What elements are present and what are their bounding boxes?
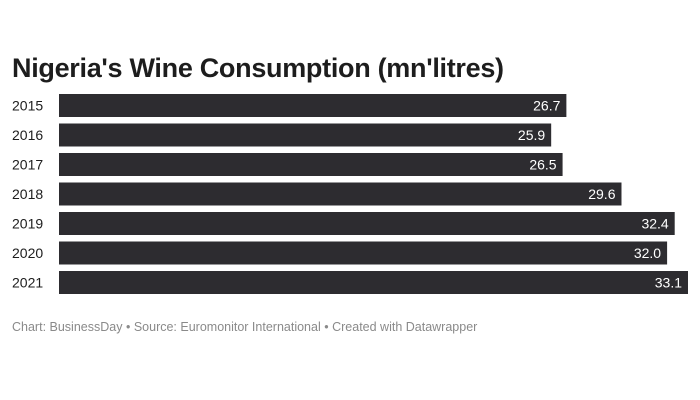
bar-2016 bbox=[59, 123, 552, 147]
bar-chart-svg: 2015 26.7 2016 25.9 2017 26.5 2018 29.6 2019 32.4… bbox=[12, 94, 688, 294]
bar-2021 bbox=[59, 271, 688, 294]
category-tick-label: 2017 bbox=[12, 157, 43, 173]
created-with: Created with Datawrapper bbox=[332, 320, 478, 334]
category-tick-label: 2015 bbox=[12, 98, 43, 114]
data-label-2018: 29.6 bbox=[588, 186, 615, 202]
chart-title: Nigeria's Wine Consumption (mn'litres) bbox=[12, 53, 504, 83]
footer-separator: • bbox=[125, 320, 131, 334]
category-tick-label: 2016 bbox=[12, 127, 43, 143]
data-label-2017: 26.5 bbox=[529, 157, 556, 173]
data-label-2015: 26.7 bbox=[533, 98, 560, 114]
bar-2015 bbox=[59, 94, 567, 117]
category-tick-label: 2021 bbox=[12, 275, 43, 291]
chart-footer: Chart: BusinessDay • Source: Euromonitor… bbox=[12, 320, 477, 334]
category-tick-label: 2020 bbox=[12, 245, 43, 261]
bar-chart: 2015 26.7 2016 25.9 2017 26.5 2018 29.6 2019 32.4… bbox=[12, 94, 688, 298]
data-label-2019: 32.4 bbox=[641, 216, 668, 232]
chart-credit: Chart: BusinessDay bbox=[12, 320, 123, 334]
data-label-2021: 33.1 bbox=[655, 275, 682, 291]
chart-source: Source: Euromonitor International bbox=[133, 320, 321, 334]
footer-separator: • bbox=[324, 320, 329, 334]
bar-2020 bbox=[59, 241, 668, 265]
category-tick-label: 2019 bbox=[12, 216, 43, 232]
category-tick-label: 2018 bbox=[12, 186, 43, 202]
bar-2018 bbox=[59, 182, 622, 206]
bar-2019 bbox=[59, 212, 675, 235]
bar-2017 bbox=[59, 153, 563, 176]
data-label-2020: 32.0 bbox=[634, 245, 661, 261]
data-label-2016: 25.9 bbox=[518, 127, 545, 143]
